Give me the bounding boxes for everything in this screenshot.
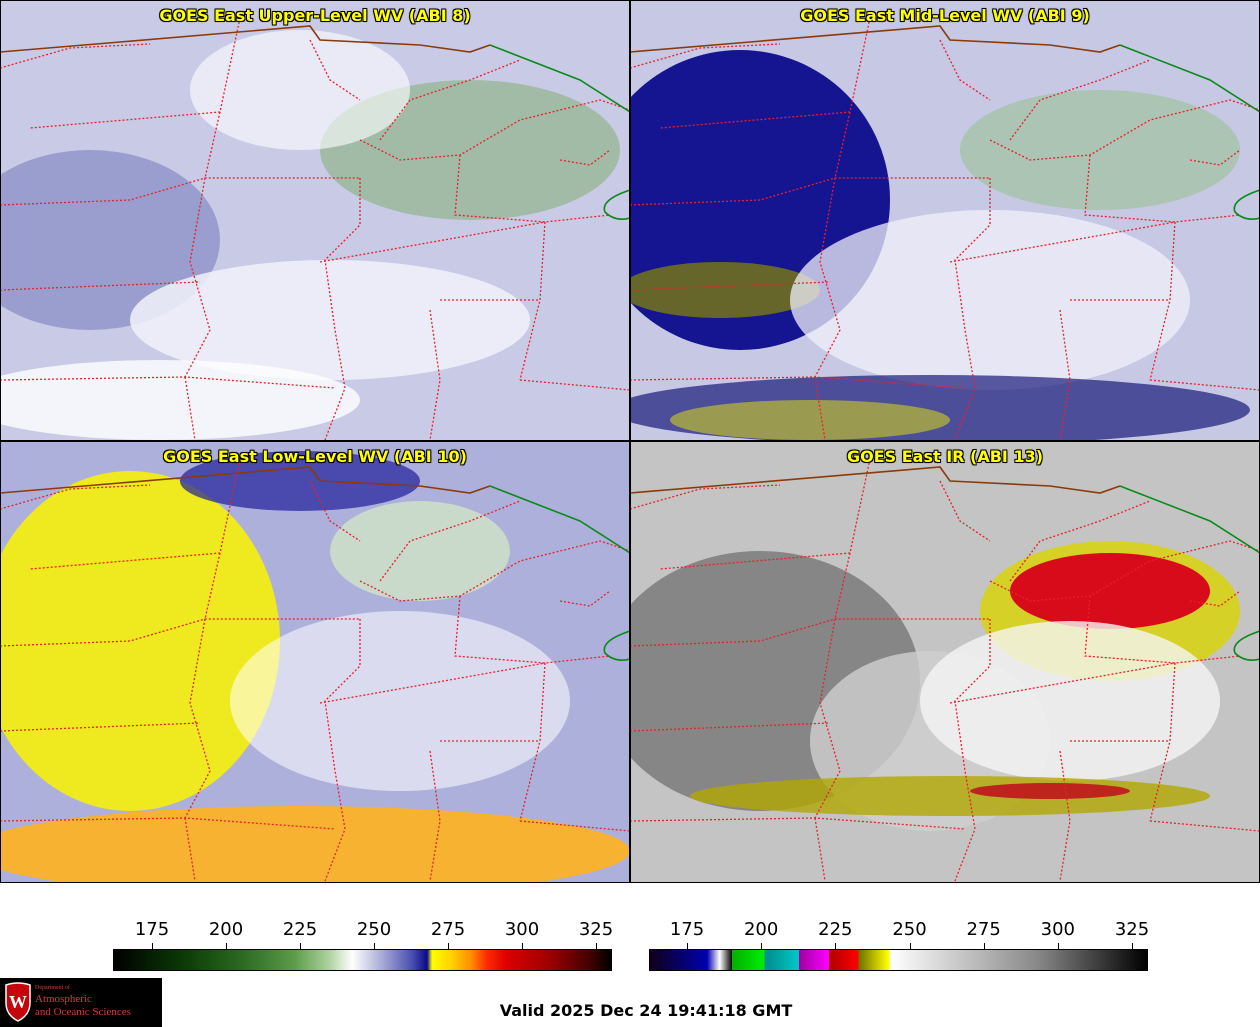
- colorbar-tick: [909, 943, 911, 949]
- valid-time: Valid 2025 Dec 24 19:41:18 GMT: [499, 1001, 793, 1020]
- ir-image: [630, 441, 1260, 882]
- colorbar-tick-label: 275: [966, 919, 1001, 940]
- colorbar-tick-label: 200: [208, 919, 244, 940]
- colorbar-tick: [152, 943, 153, 949]
- low-level-wv-image: [0, 441, 630, 882]
- colorbar-tick: [226, 943, 227, 949]
- colorbar-tick-label: 225: [282, 919, 318, 940]
- uw-shield-icon: W: [5, 982, 31, 1022]
- colorbar-tick-label: 325: [1114, 919, 1150, 940]
- logo-line-2: and Oceanic Sciences: [35, 1006, 131, 1018]
- wv-colorbar: [113, 949, 612, 971]
- colorbar-tick: [761, 943, 763, 949]
- colorbar-tick: [983, 943, 985, 949]
- colorbar-tick-label: 300: [504, 919, 540, 940]
- colorbar-tick: [596, 943, 597, 949]
- panel-mid-level-wv: GOES East Mid-Level WV (ABI 9): [630, 0, 1260, 441]
- colorbar-tick: [1132, 943, 1133, 949]
- panel-low-level-wv: GOES East Low-Level WV (ABI 10): [0, 441, 630, 882]
- colorbar-tick-label: 175: [669, 919, 705, 940]
- colorbar-tick: [448, 943, 449, 949]
- upper-level-wv-image: [0, 0, 630, 441]
- colorbar-tick-label: 225: [818, 919, 853, 940]
- colorbar-tick: [374, 943, 375, 949]
- mid-level-wv-image: [630, 0, 1260, 441]
- colorbar-tick: [1057, 943, 1059, 949]
- colorbar-tick-label: 250: [356, 919, 392, 940]
- panel-divider-horizontal: [0, 440, 1260, 442]
- aos-logo: W Department of Atmospheric and Oceanic …: [0, 978, 162, 1027]
- colorbar-tick-label: 325: [578, 919, 614, 940]
- svg-text:W: W: [9, 992, 27, 1012]
- logo-line-1: Atmospheric: [35, 993, 92, 1005]
- colorbar-tick-label: 275: [430, 919, 466, 940]
- colorbar-tick-label: 250: [892, 919, 927, 940]
- panel-upper-level-wv: GOES East Upper-Level WV (ABI 8): [0, 0, 630, 441]
- colorbar-tick: [522, 943, 523, 949]
- colorbar-tick: [300, 943, 301, 949]
- ir-colorbar: [649, 949, 1148, 971]
- colorbar-tick: [835, 943, 837, 949]
- colorbar-tick-label: 200: [743, 919, 779, 940]
- colorbar-tick-label: 300: [1040, 919, 1075, 940]
- colorbar-tick-label: 175: [134, 919, 170, 940]
- panel-ir: GOES East IR (ABI 13): [630, 441, 1260, 882]
- colorbar-tick: [687, 943, 688, 949]
- logo-department: Department of: [35, 985, 70, 991]
